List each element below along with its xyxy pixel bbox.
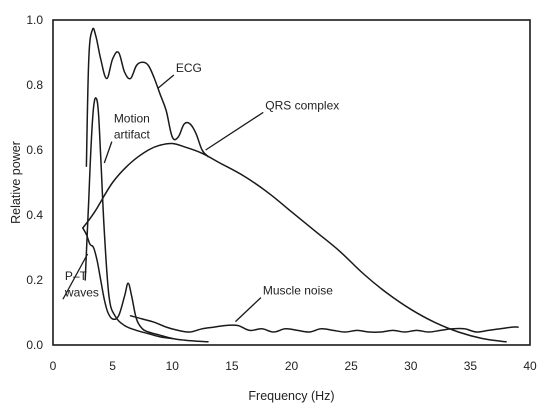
annotation-ecg-leader — [157, 74, 175, 89]
x-tick-label: 25 — [344, 359, 358, 373]
series-qrs-complex-line — [82, 142, 507, 343]
series-p-t-waves-line — [82, 227, 209, 343]
annotation-motion-label: Motion — [114, 111, 150, 125]
y-tick-label: 1.0 — [26, 13, 43, 27]
annotation-p-t-label: P–T — [65, 269, 88, 283]
y-tick-label: 0.0 — [26, 338, 43, 352]
x-tick-label: 0 — [50, 359, 57, 373]
y-tick-label: 0.6 — [26, 143, 43, 157]
annotation-leaders-group — [62, 74, 264, 323]
annotation-waves-leader — [62, 253, 89, 300]
labels-group: 0 5 10 15 20 25 30 35 40 0.0 0.2 0.4 0.6 0.8 1.0 Freque… — [9, 13, 537, 403]
annotation-artifact-label: artifact — [114, 128, 151, 142]
plot-frame — [52, 19, 531, 346]
x-tick-label: 30 — [404, 359, 418, 373]
y-tick-label: 0.4 — [26, 208, 43, 222]
series-muscle-noise-line — [129, 315, 519, 333]
annotation-ecg-label: ECG — [176, 61, 202, 75]
x-axis-title: Frequency (Hz) — [248, 389, 334, 403]
y-axis-title: Relative power — [9, 141, 23, 224]
x-tick-label: 15 — [225, 359, 239, 373]
series-motion-artifact-line — [84, 97, 174, 340]
annotation-qrs-complex-leader — [205, 111, 264, 151]
annotation-muscle-noise-label: Muscle noise — [263, 284, 333, 298]
annotation-artifact-leader — [103, 141, 113, 164]
x-tick-label: 40 — [523, 359, 537, 373]
plot-frame-group — [52, 19, 531, 346]
annotation-waves-label: waves — [64, 285, 99, 299]
annotation-qrs-complex-label: QRS complex — [265, 98, 339, 112]
y-tick-label: 0.2 — [26, 273, 43, 287]
x-tick-label: 35 — [464, 359, 478, 373]
x-tick-label: 5 — [109, 359, 116, 373]
y-tick-label: 0.8 — [26, 78, 43, 92]
series-ecg-line — [85, 27, 209, 167]
annotation-muscle-noise-leader — [235, 297, 262, 323]
x-tick-label: 10 — [166, 359, 180, 373]
x-tick-label: 20 — [285, 359, 299, 373]
curves-group — [82, 27, 519, 343]
